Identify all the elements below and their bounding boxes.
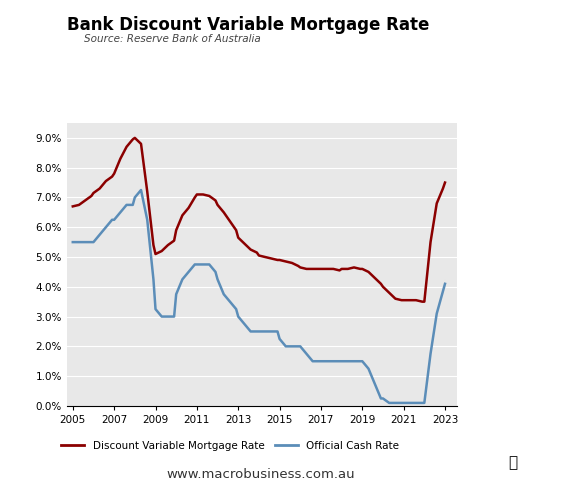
Text: BUSINESS: BUSINESS: [478, 52, 544, 65]
Text: 🐺: 🐺: [508, 455, 517, 470]
Text: MACRO: MACRO: [482, 25, 540, 39]
Text: www.macrobusiness.com.au: www.macrobusiness.com.au: [166, 468, 355, 481]
Text: Bank Discount Variable Mortgage Rate: Bank Discount Variable Mortgage Rate: [67, 16, 429, 34]
Text: Source: Reserve Bank of Australia: Source: Reserve Bank of Australia: [84, 34, 261, 44]
Legend: Discount Variable Mortgage Rate, Official Cash Rate: Discount Variable Mortgage Rate, Officia…: [57, 436, 404, 455]
